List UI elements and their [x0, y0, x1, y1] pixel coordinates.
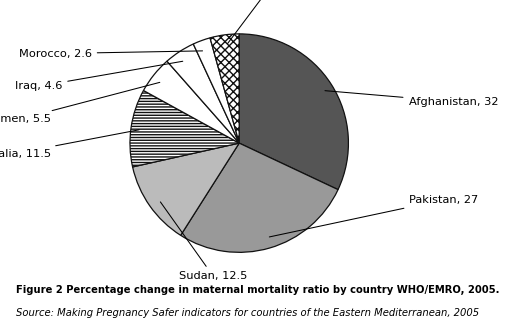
Wedge shape	[130, 90, 239, 167]
Text: Source: Making Pregnancy Safer indicators for countries of the Eastern Mediterra: Source: Making Pregnancy Safer indicator…	[16, 308, 479, 317]
Text: Figure 2 Percentage change in maternal mortality ratio by country WHO/EMRO, 2005: Figure 2 Percentage change in maternal m…	[16, 285, 499, 294]
Text: Iraq, 4.6: Iraq, 4.6	[15, 61, 183, 91]
Text: Afghanistan, 32: Afghanistan, 32	[325, 91, 498, 107]
Wedge shape	[210, 34, 239, 143]
Wedge shape	[144, 61, 239, 143]
Wedge shape	[239, 34, 348, 190]
Wedge shape	[167, 44, 239, 143]
Wedge shape	[180, 143, 338, 252]
Wedge shape	[193, 38, 239, 143]
Text: Sudan, 12.5: Sudan, 12.5	[160, 202, 248, 281]
Text: Others, 4.3: Others, 4.3	[228, 0, 302, 43]
Text: Yemen, 5.5: Yemen, 5.5	[0, 82, 160, 124]
Text: Morocco, 2.6: Morocco, 2.6	[19, 49, 203, 59]
Text: Pakistan, 27: Pakistan, 27	[269, 195, 478, 237]
Wedge shape	[133, 143, 239, 235]
Text: Somalia, 11.5: Somalia, 11.5	[0, 130, 139, 159]
